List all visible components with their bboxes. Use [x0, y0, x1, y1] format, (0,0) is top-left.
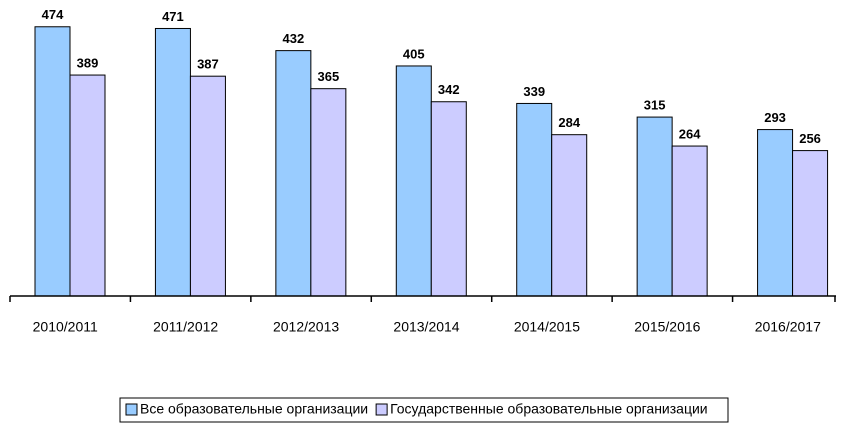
bar	[636, 116, 673, 297]
x-tick-label: 2012/2013	[273, 319, 339, 335]
x-tick-label: 2016/2017	[755, 319, 821, 335]
legend-swatch	[375, 403, 388, 416]
value-label: 284	[558, 115, 580, 130]
value-label: 471	[162, 9, 184, 24]
x-tick-label: 2011/2012	[153, 319, 218, 335]
legend-swatch	[125, 403, 138, 416]
value-label: 342	[438, 82, 460, 97]
x-tick-label: 2013/2014	[393, 319, 459, 335]
value-label: 293	[764, 110, 786, 125]
x-tick-label: 2014/2015	[514, 319, 580, 335]
bar	[275, 50, 312, 297]
bar	[792, 150, 829, 297]
value-label: 339	[523, 84, 545, 99]
bar	[310, 88, 347, 297]
value-label: 474	[42, 7, 64, 22]
bar	[757, 129, 794, 297]
x-tick-label: 2010/2011	[33, 319, 98, 335]
bar	[551, 134, 588, 297]
value-label: 389	[77, 55, 99, 70]
bar	[69, 74, 106, 297]
bar	[516, 102, 553, 297]
value-label: 256	[799, 131, 821, 146]
value-label: 365	[318, 69, 340, 84]
value-label: 405	[403, 46, 425, 61]
value-label: 264	[679, 126, 701, 141]
legend-label: Государственные образовательные организа…	[390, 401, 708, 417]
x-tick-label: 2015/2016	[634, 319, 700, 335]
bar	[154, 27, 191, 297]
bar	[671, 145, 708, 297]
bar	[395, 65, 432, 297]
value-label: 387	[197, 57, 219, 72]
bar	[34, 26, 71, 297]
bar	[189, 75, 226, 297]
legend-box	[119, 397, 729, 423]
bar	[430, 101, 467, 297]
legend-label: Все образовательные организации	[140, 401, 368, 417]
value-label: 432	[283, 31, 305, 46]
value-label: 315	[644, 98, 666, 113]
